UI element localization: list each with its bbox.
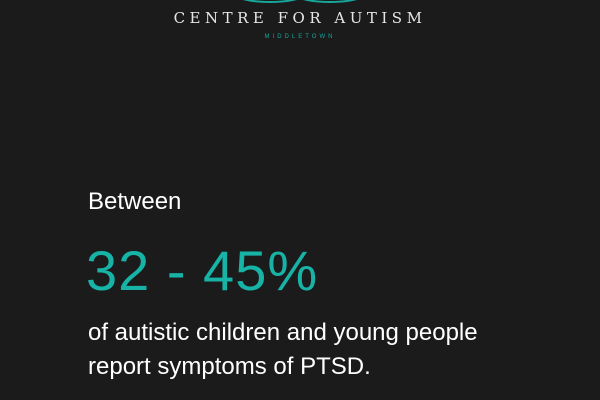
stat-line-1: of autistic children and young people: [88, 319, 478, 346]
stat-value: 32 - 45%: [86, 239, 319, 302]
stat-line-2: report symptoms of PTSD.: [88, 353, 371, 380]
stat-intro: Between: [88, 188, 182, 215]
stat-description: of autistic children and young people re…: [88, 316, 478, 384]
logo-mark-icon: [242, 0, 358, 3]
org-name: CENTRE FOR AUTISM: [173, 9, 427, 27]
org-location: MIDDLETOWN: [264, 34, 336, 40]
